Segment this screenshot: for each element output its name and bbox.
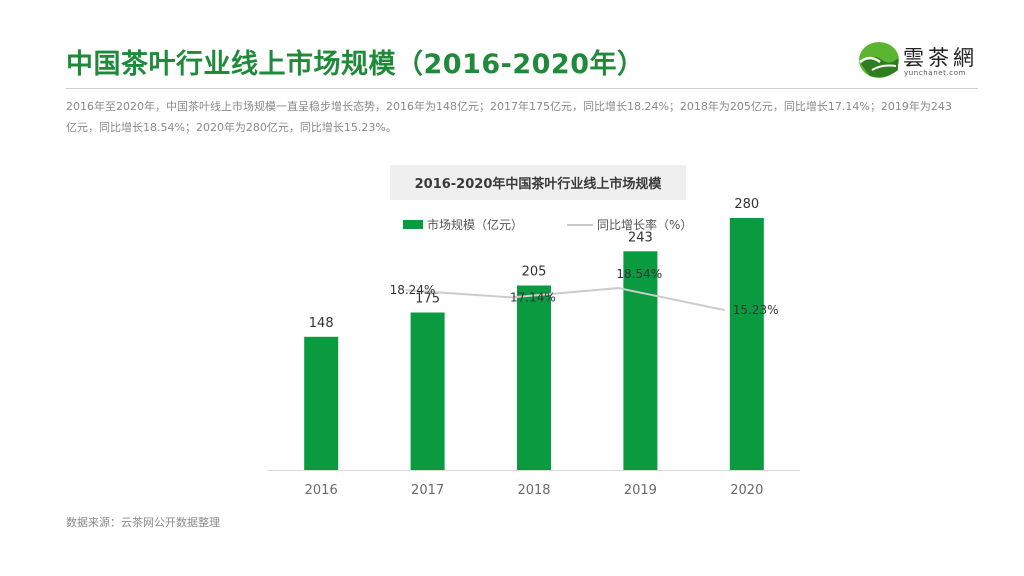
growth-label-2017: 18.24% (390, 283, 436, 297)
bar-label-2020: 280 (734, 197, 759, 212)
x-tick-2016: 2016 (305, 483, 338, 498)
summary-text: 2016年至2020年，中国茶叶线上市场规模一直呈稳步增长态势，2016年为14… (66, 100, 952, 134)
logo: 雲茶網 yunchanet.com (858, 38, 988, 84)
growth-label-2018: 17.14% (510, 290, 556, 304)
legend-bar-swatch (403, 220, 423, 229)
legend-line: 同比增长率（%） (567, 216, 692, 233)
tea-hill-logo-icon (859, 42, 899, 78)
bar-label-2019: 243 (628, 230, 653, 245)
bar-2019 (623, 251, 658, 470)
logo-text: 雲茶網 (903, 46, 978, 70)
growth-line (405, 287, 726, 312)
legend-line-label: 同比增长率（%） (597, 218, 693, 232)
x-tick-2019: 2019 (624, 483, 657, 498)
x-tick-2017: 2017 (411, 483, 444, 498)
growth-label-2019: 18.54% (616, 267, 662, 281)
bar-2016 (304, 336, 339, 470)
bar-label-2018: 205 (522, 265, 547, 280)
header-divider (66, 88, 978, 89)
bar-label-2017: 175 (415, 292, 440, 307)
legend-bar-label: 市场规模（亿元） (427, 218, 524, 232)
chart-title: 2016-2020年中国茶叶行业线上市场规模 (390, 165, 686, 200)
x-tick-2018: 2018 (517, 483, 550, 498)
bar-2020 (729, 218, 764, 470)
bar-2017 (410, 312, 445, 470)
data-source: 数据来源：云茶网公开数据整理 (66, 516, 220, 529)
bar-label-2016: 148 (309, 316, 334, 331)
legend-line-swatch (567, 223, 593, 226)
page-title: 中国茶叶行业线上市场规模（2016-2020年） (66, 49, 645, 80)
bar-2018 (517, 285, 551, 470)
growth-label-2020: 15.23% (733, 303, 779, 317)
x-tick-2020: 2020 (730, 483, 763, 498)
legend-bar: 市场规模（亿元） (403, 216, 523, 233)
logo-subtext: yunchanet.com (904, 69, 967, 77)
